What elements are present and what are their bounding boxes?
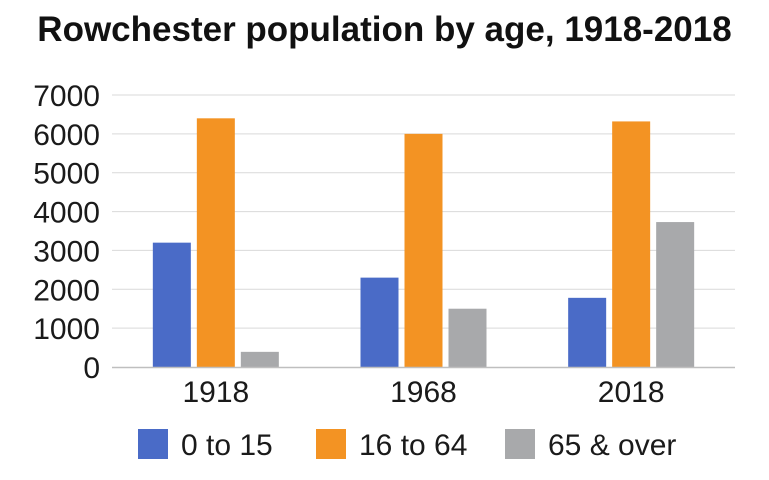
legend-swatch	[138, 429, 168, 459]
x-tick-label: 1918	[182, 376, 249, 409]
bar-65-over-1918	[240, 351, 279, 367]
y-tick-label: 5000	[33, 158, 100, 191]
legend-item: 65 & over	[505, 429, 676, 462]
y-tick-label: 3000	[33, 235, 100, 268]
bar-65-over-2018	[656, 222, 695, 367]
legend-swatch	[505, 429, 535, 459]
bar-16-to-64-2018	[612, 121, 651, 368]
legend-swatch	[316, 429, 346, 459]
legend-label: 0 to 15	[181, 429, 273, 462]
y-tick-label: 2000	[33, 274, 100, 307]
bars	[152, 118, 695, 368]
chart-title: Rowchester population by age, 1918-2018	[37, 10, 732, 49]
y-tick-label: 4000	[33, 197, 100, 230]
bar-0-to-15-2018	[568, 297, 607, 367]
legend-item: 16 to 64	[316, 429, 467, 462]
y-axis-ticks: 0 1000 2000 3000 4000 5000 6000 7000	[33, 80, 100, 385]
x-tick-label: 1968	[390, 376, 457, 409]
bar-0-to-15-1968	[360, 277, 399, 367]
y-tick-label: 6000	[33, 119, 100, 152]
legend-item: 0 to 15	[138, 429, 273, 462]
bar-16-to-64-1968	[404, 133, 443, 367]
bar-0-to-15-1918	[152, 242, 191, 367]
legend-label: 65 & over	[548, 429, 676, 462]
legend-label: 16 to 64	[359, 429, 467, 462]
y-tick-label: 1000	[33, 313, 100, 346]
y-tick-label: 7000	[33, 80, 100, 113]
y-tick-label: 0	[83, 352, 100, 385]
x-tick-label: 2018	[598, 376, 665, 409]
bar-65-over-1968	[448, 308, 487, 367]
bar-16-to-64-1918	[196, 118, 235, 367]
legend: 0 to 15 16 to 64 65 & over	[138, 429, 676, 462]
x-axis-ticks: 1918 1968 2018	[182, 376, 664, 409]
